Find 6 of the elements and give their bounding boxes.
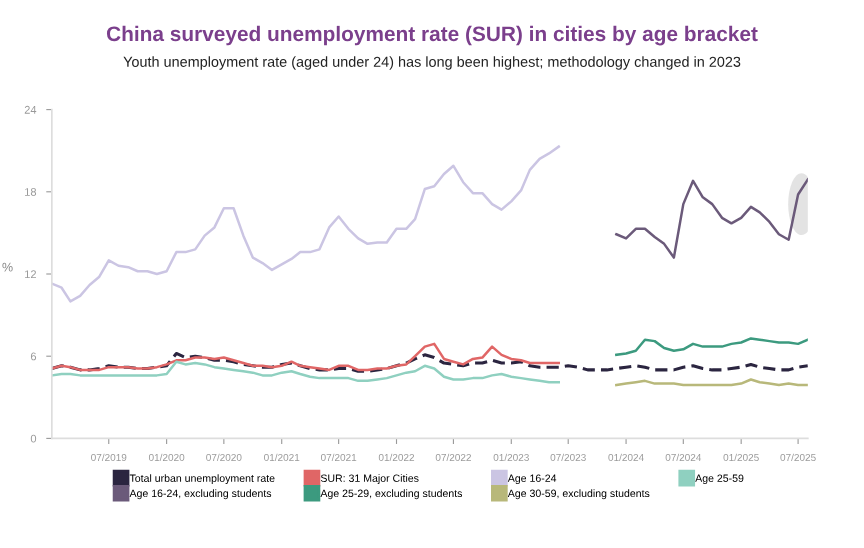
line-series bbox=[615, 337, 808, 357]
chart-title: China surveyed unemployment rate (SUR) in cities by age bracket bbox=[106, 25, 758, 46]
line-series bbox=[51, 342, 561, 372]
line-series bbox=[51, 360, 561, 384]
line-series bbox=[51, 351, 808, 373]
line-series bbox=[51, 145, 561, 303]
